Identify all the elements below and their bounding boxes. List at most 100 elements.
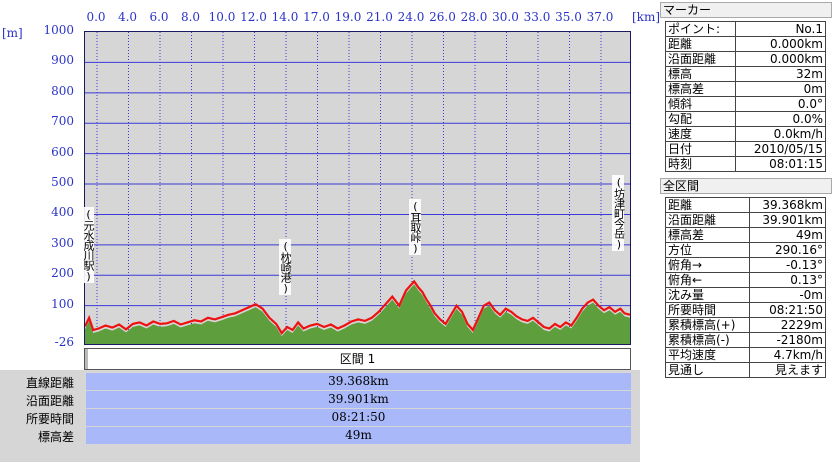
info-label: 距離 <box>665 36 736 52</box>
summary-value: 08:21:50 <box>86 409 631 426</box>
info-label: 累積標高(-) <box>665 332 750 348</box>
info-row: 速度 0.0km/h <box>665 126 827 142</box>
info-row: 距離 39.368km <box>665 197 827 213</box>
info-row: 俯角← 0.13° <box>665 272 827 288</box>
info-row: 距離 0.000km <box>665 36 827 52</box>
y-axis-unit: [m] <box>2 26 23 40</box>
info-value: No.1 <box>734 21 827 37</box>
info-value: 見えます <box>748 362 827 378</box>
x-tick-label: 17.0 <box>303 10 330 24</box>
info-label: 距離 <box>665 197 750 213</box>
y-tick-label: 1000 <box>43 23 74 37</box>
info-value: 0.13° <box>748 272 827 288</box>
info-label: 俯角← <box>665 272 750 288</box>
info-label: 方位 <box>665 242 750 258</box>
marker-panel-title: マーカー <box>660 2 832 18</box>
elevation-chart-svg[interactable] <box>85 32 630 344</box>
section-selector[interactable]: 区間 1 <box>84 348 631 370</box>
info-value: 08:01:15 <box>734 156 827 172</box>
y-tick-label: 700 <box>51 114 74 129</box>
summary-value: 39.901km <box>86 391 631 408</box>
terrain-area <box>85 284 630 344</box>
info-row: 累積標高(+) 2229m <box>665 317 827 333</box>
info-row: 時刻 08:01:15 <box>665 156 827 172</box>
section-panel-title: 全区間 <box>660 178 832 194</box>
x-tick-label: 30.0 <box>492 10 519 24</box>
info-value: 2010/05/15 <box>734 141 827 157</box>
info-value: 0.0km/h <box>734 126 827 142</box>
info-label: 時刻 <box>665 156 736 172</box>
info-value: -2180m <box>748 332 827 348</box>
info-value: 39.901km <box>748 212 827 228</box>
waypoint-label: (枕崎港) <box>279 239 293 295</box>
info-label: 標高差 <box>665 227 750 243</box>
info-row: 日付 2010/05/15 <box>665 141 827 157</box>
info-value: 49m <box>748 227 827 243</box>
y-tick-label: 900 <box>51 53 74 68</box>
y-tick-label: 800 <box>51 83 74 98</box>
info-label: 速度 <box>665 126 736 142</box>
x-tick-label: 0.0 <box>86 10 106 24</box>
elevation-plot[interactable] <box>84 31 631 345</box>
info-label: 所要時間 <box>665 302 750 318</box>
info-value: 0.0% <box>734 111 827 127</box>
info-value: 290.16° <box>748 242 827 258</box>
info-row: 平均速度 4.7km/h <box>665 347 827 363</box>
y-tick-label: 300 <box>51 235 74 250</box>
x-tick-label: 24.0 <box>397 10 425 24</box>
info-label: 見通し <box>665 362 750 378</box>
info-label: ポイント: <box>665 21 736 37</box>
info-value: 08:21:50 <box>748 302 827 318</box>
x-tick-label: 26.0 <box>429 10 456 24</box>
info-value: -0m <box>748 287 827 303</box>
info-row: 傾斜 0.0° <box>665 96 827 112</box>
x-tick-label: 19.0 <box>334 10 362 24</box>
x-axis-unit: [km] <box>632 10 661 24</box>
info-value: 32m <box>734 66 827 82</box>
x-tick-label: 10.0 <box>208 10 236 24</box>
info-label: 標高差 <box>665 81 736 97</box>
x-tick-label: 28.0 <box>460 10 488 24</box>
y-tick-label: 200 <box>51 266 74 281</box>
info-row: 標高 32m <box>665 66 827 82</box>
elevation-profile-line <box>85 279 630 335</box>
y-tick-label: 600 <box>51 144 74 159</box>
info-label: 平均速度 <box>665 347 750 363</box>
info-row: ポイント: No.1 <box>665 21 827 37</box>
info-row: 所要時間 08:21:50 <box>665 302 827 318</box>
info-value: 39.368km <box>748 197 827 213</box>
info-label: 累積標高(+) <box>665 317 750 333</box>
waypoint-label: (元水成川駅) <box>82 207 95 283</box>
waypoint-label: (坊津町今岳) <box>612 175 626 251</box>
x-tick-label: 8.0 <box>180 10 201 24</box>
info-value: 0.0° <box>734 96 827 112</box>
info-label: 標高 <box>665 66 736 82</box>
info-row: 累積標高(-) -2180m <box>665 332 827 348</box>
info-label: 傾斜 <box>665 96 736 112</box>
section-table: 距離 39.368km 沿面距離 39.901km 標高差 49m 方位 290.16° 俯角→… <box>665 197 827 378</box>
waypoint-label: (耳取峠) <box>408 199 422 255</box>
x-tick-label: 12.0 <box>240 10 267 24</box>
y-tick-label: 500 <box>51 175 74 190</box>
info-value: 2229m <box>748 317 827 333</box>
info-value: 0.000km <box>734 51 827 67</box>
info-row: 俯角→ -0.13° <box>665 257 827 273</box>
info-row: 沿面距離 39.901km <box>665 212 827 228</box>
summary-label: 沿面距離 <box>25 394 74 408</box>
x-tick-label: 4.0 <box>117 10 138 24</box>
info-label: 沈み量 <box>665 287 750 303</box>
info-row: 見通し 見えます <box>665 362 827 378</box>
info-label: 日付 <box>665 141 736 157</box>
x-tick-label: 37.0 <box>586 10 614 24</box>
info-value: 0.000km <box>734 36 827 52</box>
summary-value: 49m <box>86 427 631 444</box>
info-row: 沈み量 -0m <box>665 287 827 303</box>
summary-value: 39.368km <box>86 373 631 390</box>
info-row: 沿面距離 0.000km <box>665 51 827 67</box>
info-row: 勾配 0.0% <box>665 111 827 127</box>
info-value: 4.7km/h <box>748 347 827 363</box>
marker-table: ポイント: No.1 距離 0.000km 沿面距離 0.000km 標高 32m 標高差 0m 傾… <box>665 21 827 172</box>
info-label: 沿面距離 <box>665 51 736 67</box>
info-label: 勾配 <box>665 111 736 127</box>
x-tick-label: 35.0 <box>555 10 582 24</box>
